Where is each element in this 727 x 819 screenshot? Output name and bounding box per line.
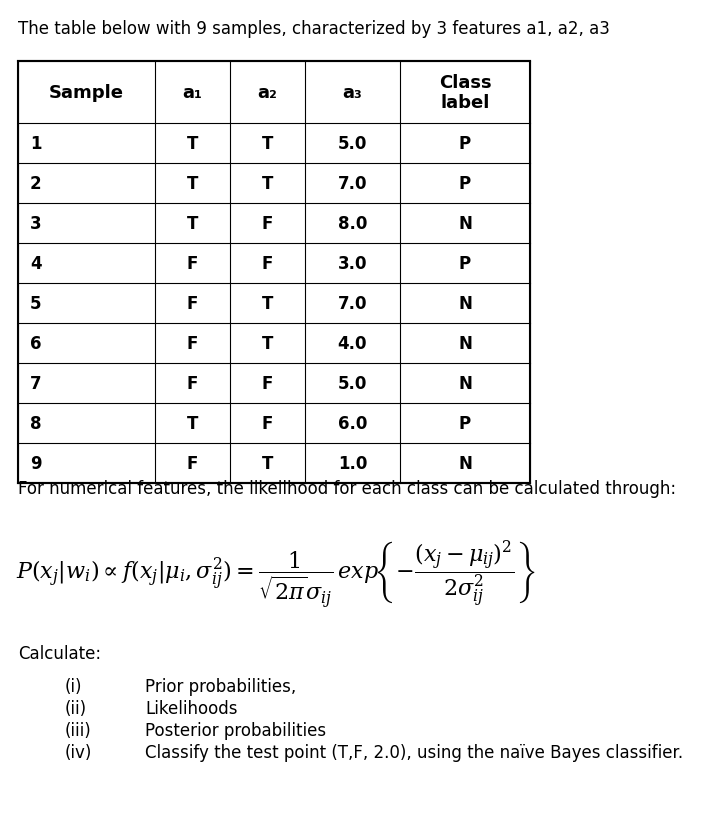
- Text: T: T: [262, 295, 273, 313]
- Text: P: P: [459, 414, 471, 432]
- Text: Posterior probabilities: Posterior probabilities: [145, 721, 326, 739]
- Text: 1.0: 1.0: [338, 455, 367, 473]
- Text: (iv): (iv): [65, 743, 92, 761]
- Text: T: T: [262, 135, 273, 153]
- Text: 3: 3: [30, 215, 41, 233]
- Text: N: N: [458, 295, 472, 313]
- Text: 1: 1: [30, 135, 41, 153]
- Text: 4: 4: [30, 255, 41, 273]
- Text: T: T: [187, 414, 198, 432]
- Text: (iii): (iii): [65, 721, 92, 739]
- Text: T: T: [187, 174, 198, 192]
- Text: P: P: [459, 135, 471, 153]
- Text: F: F: [187, 374, 198, 392]
- Text: 7: 7: [30, 374, 41, 392]
- Text: $P(x_j|w_i)\propto f(x_j|\mu_i, \sigma^2_{ij}) = \dfrac{1}{\sqrt{2\pi}\sigma_{ij: $P(x_j|w_i)\propto f(x_j|\mu_i, \sigma^2…: [16, 540, 535, 611]
- Text: a₃: a₃: [342, 84, 362, 102]
- Text: (ii): (ii): [65, 699, 87, 717]
- Text: 8: 8: [30, 414, 41, 432]
- Text: T: T: [187, 215, 198, 233]
- Bar: [18, 62, 530, 483]
- Text: 3.0: 3.0: [338, 255, 367, 273]
- Text: F: F: [187, 255, 198, 273]
- Text: a₁: a₁: [182, 84, 202, 102]
- Text: F: F: [262, 414, 273, 432]
- Text: N: N: [458, 455, 472, 473]
- Text: 5: 5: [30, 295, 41, 313]
- Text: 9: 9: [30, 455, 41, 473]
- Text: a₂: a₂: [257, 84, 278, 102]
- Text: F: F: [262, 255, 273, 273]
- Text: T: T: [262, 455, 273, 473]
- Text: 5.0: 5.0: [338, 374, 367, 392]
- Text: Calculate:: Calculate:: [18, 645, 101, 663]
- Text: Prior probabilities,: Prior probabilities,: [145, 677, 296, 695]
- Text: The table below with 9 samples, characterized by 3 features a1, a2, a3: The table below with 9 samples, characte…: [18, 20, 610, 38]
- Text: F: F: [187, 335, 198, 352]
- Text: T: T: [187, 135, 198, 153]
- Text: T: T: [262, 174, 273, 192]
- Text: 6.0: 6.0: [338, 414, 367, 432]
- Text: F: F: [187, 295, 198, 313]
- Text: 5.0: 5.0: [338, 135, 367, 153]
- Text: 7.0: 7.0: [338, 174, 367, 192]
- Text: N: N: [458, 335, 472, 352]
- Text: Sample: Sample: [49, 84, 124, 102]
- Text: 8.0: 8.0: [338, 215, 367, 233]
- Text: T: T: [262, 335, 273, 352]
- Text: P: P: [459, 174, 471, 192]
- Text: Class
label: Class label: [438, 74, 491, 112]
- Text: F: F: [262, 215, 273, 233]
- Text: Classify the test point (T,F, 2.0), using the naïve Bayes classifier.: Classify the test point (T,F, 2.0), usin…: [145, 743, 683, 761]
- Text: (i): (i): [65, 677, 82, 695]
- Text: N: N: [458, 215, 472, 233]
- Text: P: P: [459, 255, 471, 273]
- Text: F: F: [262, 374, 273, 392]
- Text: 6: 6: [30, 335, 41, 352]
- Text: F: F: [187, 455, 198, 473]
- Text: 4.0: 4.0: [338, 335, 367, 352]
- Text: For numerical features, the likelihood for each class can be calculated through:: For numerical features, the likelihood f…: [18, 479, 676, 497]
- Text: 2: 2: [30, 174, 41, 192]
- Text: N: N: [458, 374, 472, 392]
- Text: Likelihoods: Likelihoods: [145, 699, 238, 717]
- Text: 7.0: 7.0: [338, 295, 367, 313]
